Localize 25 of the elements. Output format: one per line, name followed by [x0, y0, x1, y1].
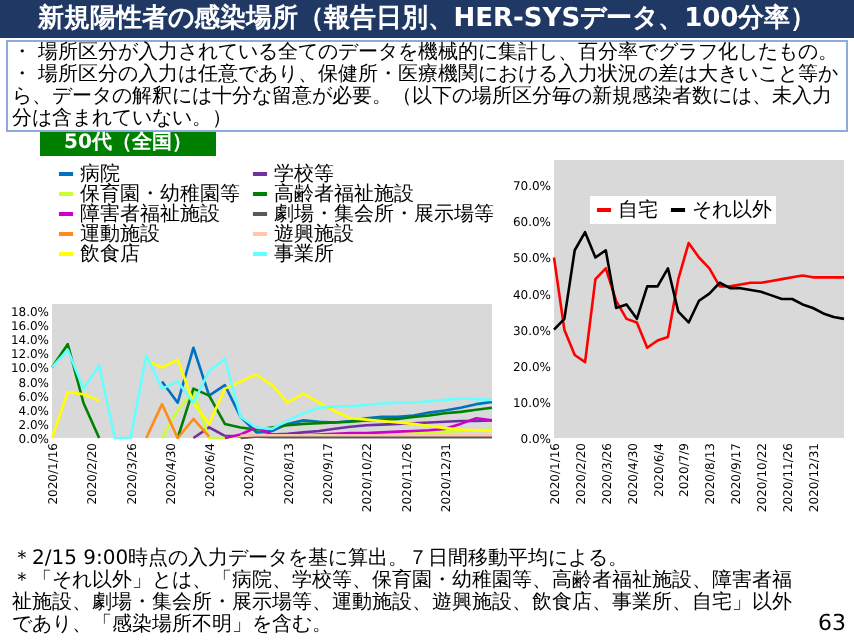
legend-label: 遊興施設 — [274, 222, 354, 246]
text: ＊2/15 9:00時点の入力データを基に算出。７日間移動平均による。 — [12, 548, 629, 570]
line-series — [552, 230, 846, 331]
line-series — [144, 402, 211, 440]
line-series — [160, 346, 494, 434]
text: ・ 場所区分が入力されている全てのデータを機械的に集計し、百分率でグラフ化したもの。 — [12, 42, 841, 64]
text: 63 — [818, 610, 846, 636]
legend-label: 高齢者福祉施設 — [274, 182, 414, 206]
legend-label: 病院 — [80, 162, 120, 186]
legend-label: 飲食店 — [80, 242, 140, 266]
legend-label: 事業所 — [274, 242, 334, 266]
legend-label: 運動施設 — [80, 222, 160, 246]
text: ・ 場所区分の入力は任意であり、保健所・医療機関における入力状況の差は大きいこと等から、データの解釈には十分な留意が必要。（以下の場所区分毎の新規感染者数には、未入力分は含まれていない。） — [12, 64, 841, 130]
legend-label: 自宅 — [618, 198, 658, 222]
legend-label: 保育園・幼稚園等 — [80, 182, 240, 206]
line-series — [223, 416, 494, 440]
text: ＊「それ以外」とは、「病院、学校等、保育園・幼稚園等、高齢者福祉施設、障害者福祉施設、劇場・集会所・展示場等、運動施設、遊興施設、飲食店、事業所、自宅」以外であり、「感染場所不明」を含む。 — [12, 570, 794, 636]
line-series — [552, 241, 846, 364]
legend-label: 障害者福祉施設 — [80, 202, 220, 226]
legend-label: それ以外 — [692, 198, 772, 222]
chart-title: 新規陽性者の感染場所（報告日別、HER-SYSデータ、100分率） — [0, 0, 854, 38]
line-series — [192, 419, 494, 440]
chart-subtitle: 50代（全国） — [40, 132, 216, 156]
legend-label: 劇場・集会所・展示場等 — [274, 202, 494, 226]
legend-label: 学校等 — [274, 162, 334, 186]
